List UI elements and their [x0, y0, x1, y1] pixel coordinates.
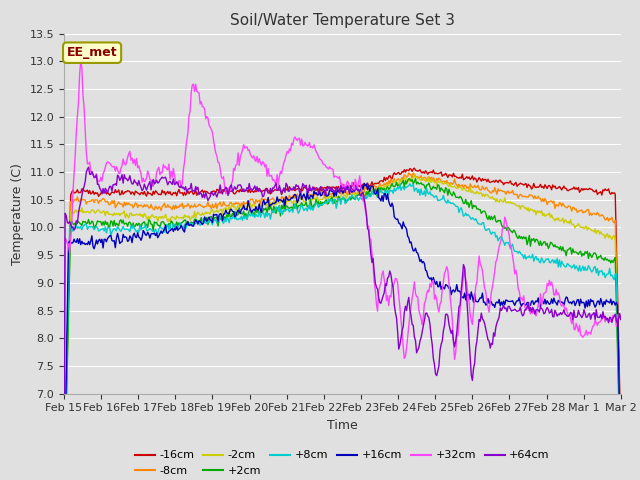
Y-axis label: Temperature (C): Temperature (C)	[11, 163, 24, 264]
Title: Soil/Water Temperature Set 3: Soil/Water Temperature Set 3	[230, 13, 455, 28]
Text: EE_met: EE_met	[67, 46, 117, 59]
X-axis label: Time: Time	[327, 419, 358, 432]
Legend: -16cm, -8cm, -2cm, +2cm, +8cm, +16cm, +32cm, +64cm: -16cm, -8cm, -2cm, +2cm, +8cm, +16cm, +3…	[131, 446, 554, 480]
